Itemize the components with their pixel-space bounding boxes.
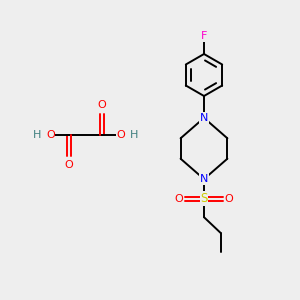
Text: O: O xyxy=(225,194,234,204)
Text: F: F xyxy=(201,31,207,41)
Text: S: S xyxy=(200,192,208,205)
Text: H: H xyxy=(32,130,41,140)
Text: N: N xyxy=(200,174,208,184)
Text: H: H xyxy=(130,130,139,140)
Text: N: N xyxy=(200,113,208,123)
Text: O: O xyxy=(46,130,55,140)
Text: O: O xyxy=(116,130,125,140)
Text: O: O xyxy=(98,100,106,110)
Text: O: O xyxy=(64,160,74,170)
Text: O: O xyxy=(174,194,183,204)
